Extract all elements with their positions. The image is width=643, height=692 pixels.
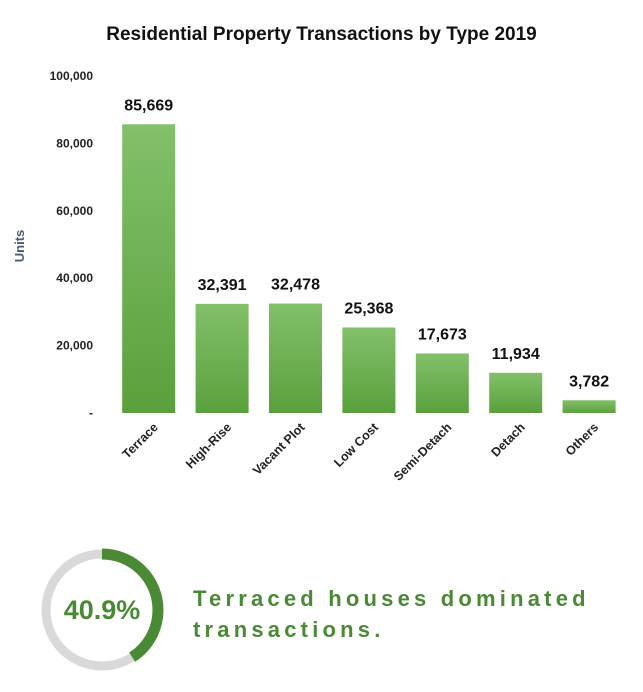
data-label: 17,673 (418, 326, 467, 343)
x-tick-label: Low Cost (331, 420, 381, 470)
x-tick-label: Terrace (120, 420, 161, 461)
data-label: 25,368 (344, 301, 393, 318)
data-label: 32,478 (271, 277, 320, 294)
bar-terrace (122, 124, 176, 413)
data-label: 85,669 (124, 97, 173, 114)
bar-low-cost (342, 327, 396, 413)
bar-others (562, 400, 616, 413)
bar-chart: Units - 20,000 40,000 60,000 80,000 100,000 8… (12, 69, 616, 484)
y-tick-label: 60,000 (56, 204, 93, 218)
bar-detach (489, 372, 543, 413)
y-tick-label: - (89, 406, 93, 420)
x-tick-label: Vacant Plot (250, 420, 308, 478)
y-tick-label: 40,000 (56, 271, 93, 285)
donut-arc (40, 548, 164, 672)
y-tick-label: 80,000 (56, 136, 93, 150)
bar-vacant-plot (269, 303, 322, 413)
y-axis-label: Units (12, 230, 27, 263)
chart-title: Residential Property Transactions by Typ… (106, 24, 537, 45)
data-label: 32,391 (198, 277, 247, 294)
bar-semi-detach (415, 353, 469, 413)
x-axis-labels: Terrace High-Rise Vacant Plot Low Cost Semi-… (120, 420, 602, 484)
x-tick-label: Others (563, 420, 601, 458)
y-tick-label: 100,000 (50, 69, 94, 83)
percent-value: 40.9% (63, 595, 141, 625)
x-tick-label: Semi-Detach (391, 420, 454, 483)
data-label: 11,934 (492, 346, 540, 363)
x-tick-label: Detach (488, 420, 527, 459)
x-tick-label: High-Rise (183, 420, 234, 471)
percent-donut (40, 548, 164, 672)
y-axis-ticks: - 20,000 40,000 60,000 80,000 100,000 (50, 69, 94, 420)
y-tick-label: 20,000 (56, 339, 93, 353)
callout-text: Terraced houses dominated transactions. (193, 586, 590, 642)
data-label: 3,782 (569, 373, 609, 390)
data-labels: 85,669 32,391 32,478 25,368 17,673 11,934 3,78… (124, 97, 609, 390)
bars (122, 124, 616, 413)
bar-high-rise (195, 303, 249, 413)
